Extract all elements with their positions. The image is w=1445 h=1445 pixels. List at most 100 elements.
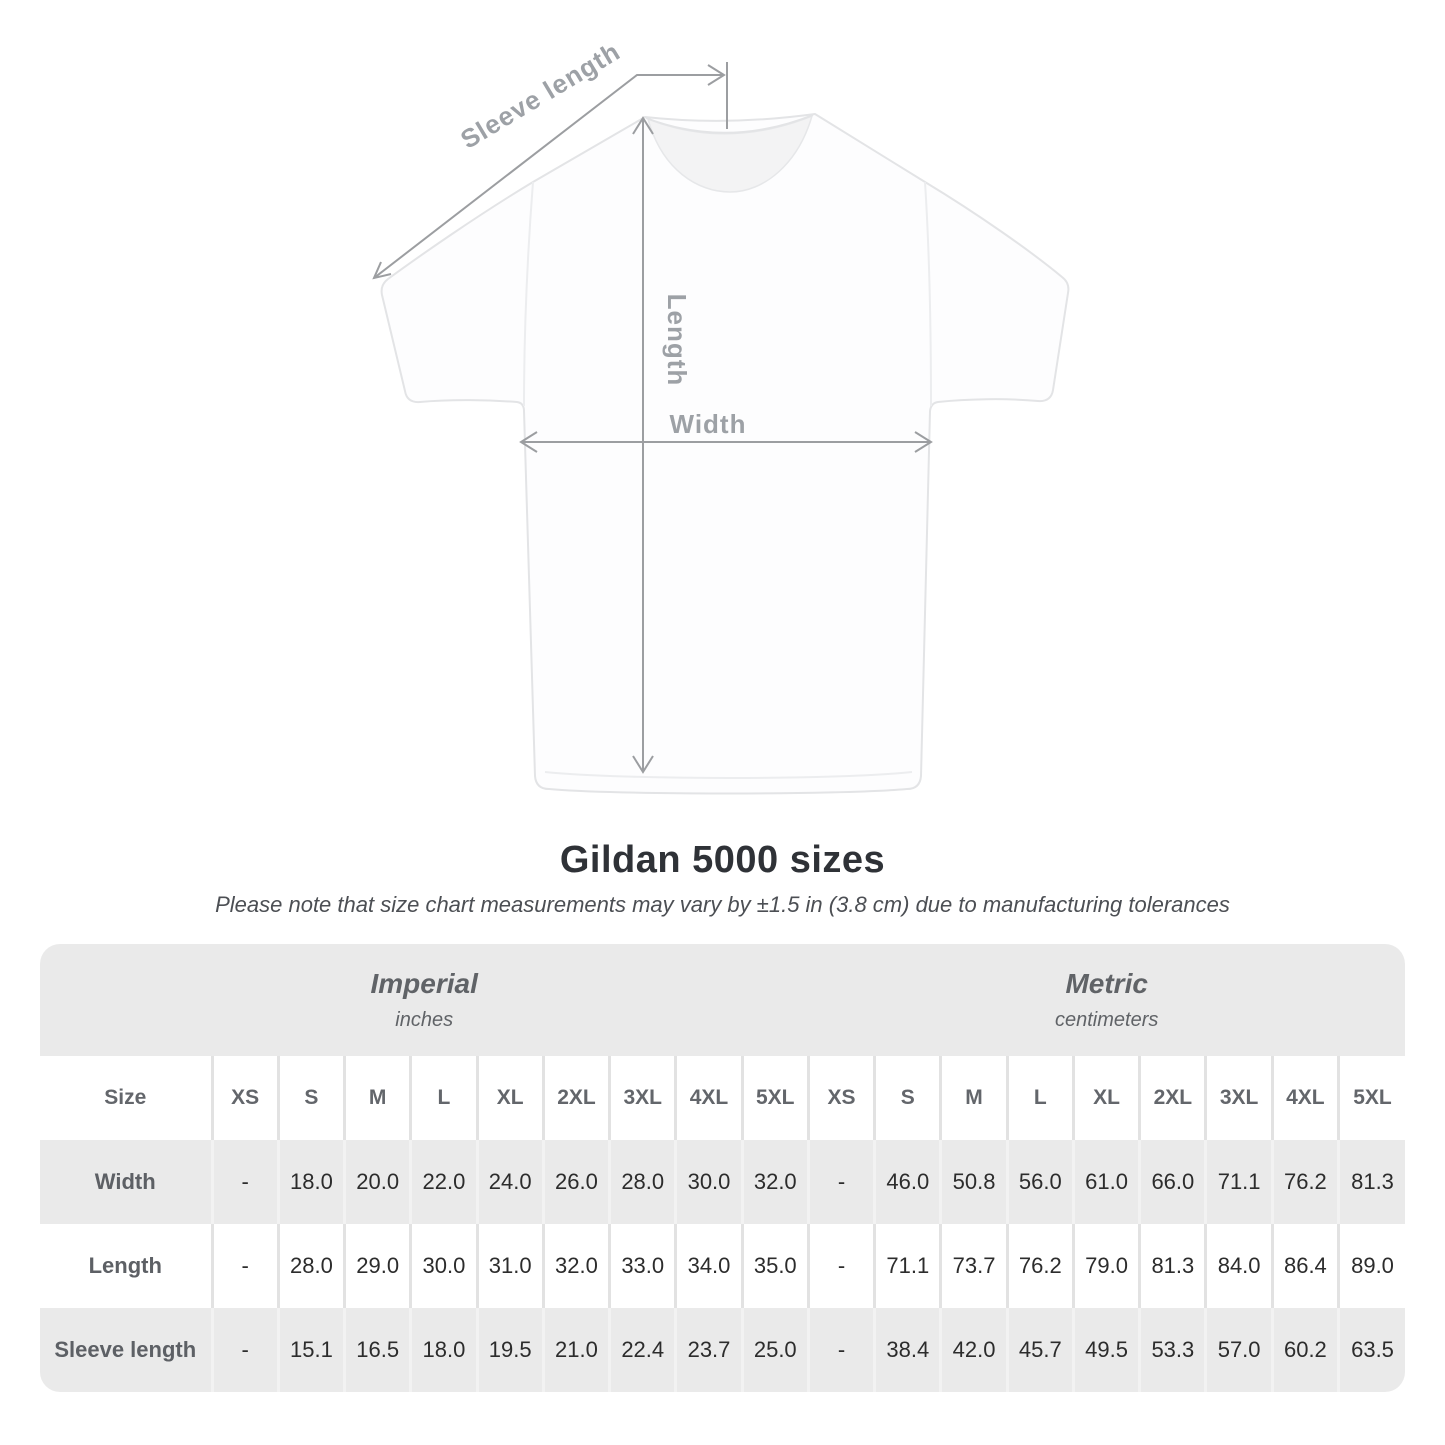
measurement-value: - [806,1223,875,1308]
measurement-value: 84.0 [1204,1223,1273,1308]
measurement-value: 66.0 [1138,1139,1206,1224]
size-col-header-metric-4xl: 4XL [1270,1055,1339,1140]
measurement-row: Sleeve length -15.1 16.5 18.0 19.5 21.0 22.4 23… [40,1307,1405,1392]
length-label: Length [662,294,692,387]
measurement-value: - [806,1307,875,1392]
size-table-body: Imperial inches Metric centimeters Size … [40,943,1405,1392]
measurement-value: 60.2 [1270,1307,1339,1392]
measurement-value: 73.7 [939,1223,1008,1308]
width-arrow [519,431,933,453]
page-title: Gildan 5000 sizes [559,839,886,881]
measurement-value: - [210,1139,279,1224]
measurement-value: 71.1 [1204,1139,1273,1224]
size-col-header-metric-s: S [873,1055,941,1140]
measurement-value: - [806,1139,875,1224]
measurement-value: 28.0 [608,1139,676,1224]
measurement-row: Length -28.0 29.0 30.0 31.0 32.0 33.0 34.0 35.0-… [40,1223,1405,1308]
size-col-header-imperial-3xl: 3XL [608,1055,676,1140]
size-table: Imperial inches Metric centimeters Size … [40,943,1405,1392]
size-col-header-metric-xs: XS [806,1055,875,1140]
measurement-value: 81.3 [1337,1139,1405,1224]
measurement-value: 61.0 [1071,1139,1140,1224]
measurement-row: Width -18.0 20.0 22.0 24.0 26.0 28.0 30.0 32.0-4… [40,1139,1405,1224]
right-sleeve-seam [924,181,932,407]
measurement-value: 89.0 [1337,1223,1405,1308]
measurement-value: 56.0 [1005,1139,1074,1224]
imperial-unit: inches [395,1008,454,1031]
length-arrow [632,116,654,774]
tshirt-measurement-diagram: Width Length Sleeve length [372,36,1070,795]
measurement-value: - [210,1223,279,1308]
size-col-header-imperial-xs: XS [210,1055,279,1140]
measurement-value: 24.0 [475,1139,544,1224]
size-col-header-imperial-l: L [409,1055,478,1140]
width-label: Width [670,409,747,439]
measurement-value: 23.7 [674,1307,743,1392]
measurement-value: 31.0 [475,1223,544,1308]
left-sleeve-seam [523,181,534,407]
measurement-row-label: Sleeve length [54,1336,197,1362]
measurement-value: 22.0 [409,1139,478,1224]
measurement-value: 34.0 [674,1223,743,1308]
sleeve-length-label: Sleeve length [455,36,625,155]
collar-band-edge [645,114,814,134]
measurement-value: 45.7 [1005,1307,1074,1392]
size-header-row: Size XS S M L XL 2XL 3XL 4XL 5XL XS S M L XL 2XL 3XL 4XL… [40,1055,1405,1140]
measurement-value: 25.0 [740,1307,809,1392]
hem-stitch [544,771,913,779]
size-col-header-metric-l: L [1005,1055,1074,1140]
metric-label: Metric [1065,967,1148,999]
size-col-header-metric-2xl: 2XL [1138,1055,1206,1140]
measurement-row-label: Width [94,1168,156,1194]
tshirt-diagram-svg: Width Length Sleeve length [372,36,1070,795]
measurement-value: 32.0 [541,1223,610,1308]
unit-group-row: Imperial inches Metric centimeters [40,943,1405,1056]
measurement-value: 63.5 [1337,1307,1405,1392]
size-col-header-imperial-4xl: 4XL [674,1055,743,1140]
measurement-value: 15.1 [276,1307,345,1392]
measurement-value: 76.2 [1270,1139,1339,1224]
size-col-header-imperial-xl: XL [475,1055,544,1140]
tshirt-outline [380,113,1070,795]
measurement-value: 81.3 [1138,1223,1206,1308]
measurement-value: - [210,1307,279,1392]
imperial-group-header: Imperial inches [40,943,809,1056]
measurement-value: 30.0 [409,1223,478,1308]
measurement-value: 53.3 [1138,1307,1206,1392]
sleeve-length-arrow [372,62,728,280]
size-col-header-imperial-5xl: 5XL [740,1055,809,1140]
measurement-value: 18.0 [409,1307,478,1392]
measurement-value: 32.0 [740,1139,809,1224]
measurement-value: 28.0 [276,1223,345,1308]
measurement-value: 42.0 [939,1307,1008,1392]
size-col-header-metric-m: M [939,1055,1008,1140]
measurement-value: 79.0 [1071,1223,1140,1308]
size-col-header-metric-3xl: 3XL [1204,1055,1273,1140]
measurement-value: 35.0 [740,1223,809,1308]
size-col-header-metric-xl: XL [1071,1055,1140,1140]
measurement-value: 33.0 [608,1223,676,1308]
measurement-row-label: Length [88,1252,162,1278]
measurement-value: 38.4 [873,1307,941,1392]
measurement-value: 16.5 [343,1307,411,1392]
measurement-value: 71.1 [873,1223,941,1308]
measurement-value: 30.0 [674,1139,743,1224]
measurement-value: 20.0 [343,1139,411,1224]
size-col-header-imperial-2xl: 2XL [541,1055,610,1140]
measurement-value: 57.0 [1204,1307,1273,1392]
measurement-value: 19.5 [475,1307,544,1392]
measurement-value: 18.0 [276,1139,345,1224]
size-column-header: Size [104,1085,147,1109]
size-col-header-imperial-s: S [276,1055,345,1140]
measurement-value: 22.4 [608,1307,676,1392]
metric-group-header: Metric centimeters [808,943,1405,1056]
size-col-header-metric-5xl: 5XL [1337,1055,1405,1140]
measurement-value: 26.0 [541,1139,610,1224]
measurement-value: 29.0 [343,1223,411,1308]
measurement-value: 46.0 [873,1139,941,1224]
measurement-value: 21.0 [541,1307,610,1392]
measurement-value: 49.5 [1071,1307,1140,1392]
measurement-value: 50.8 [939,1139,1008,1224]
size-col-header-imperial-m: M [343,1055,411,1140]
tolerance-note: Please note that size chart measurements… [215,891,1230,917]
